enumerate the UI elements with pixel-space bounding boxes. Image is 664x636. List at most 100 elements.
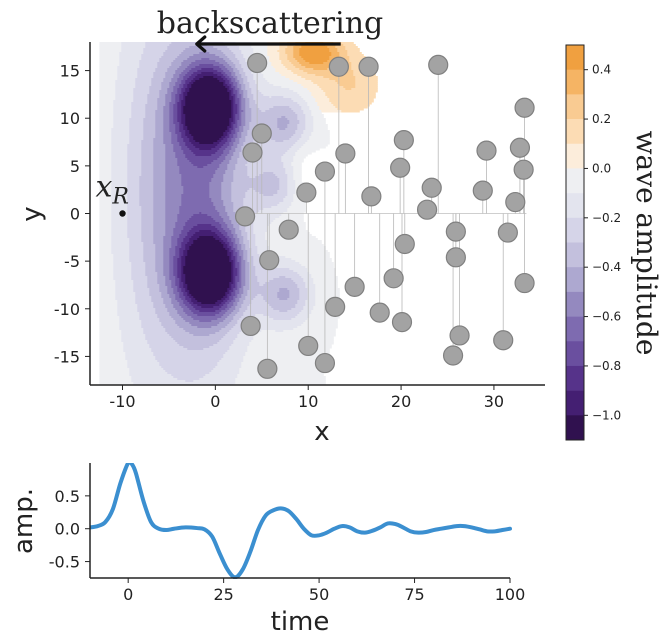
- heatmap-x-tick-label: 20: [391, 392, 411, 411]
- colorbar-tick-label: 0.2: [592, 112, 611, 126]
- scatterer-marker: [278, 219, 299, 240]
- receiver-marker: [119, 210, 126, 217]
- timeseries-x-tick-label: 25: [213, 585, 233, 604]
- scatterer-marker: [298, 335, 319, 357]
- scatterer-marker: [247, 52, 268, 74]
- timeseries-axes: 0 25 50 75 100 0.5 0.0 -0.5: [49, 463, 525, 604]
- scatterer-marker: [328, 56, 349, 77]
- heatmap-y-tick-label: 10: [60, 109, 80, 128]
- scatterer-markers: [234, 52, 535, 379]
- scatterer-marker: [505, 191, 526, 213]
- scatterer-marker: [314, 352, 336, 374]
- colorbar-band: [566, 193, 584, 219]
- colorbar-band: [566, 267, 584, 293]
- heatmap-axes: -10 0 10 20 30 -15 -10 -5 0 5 10 15: [54, 42, 545, 411]
- scatterer-marker: [393, 130, 414, 151]
- timeseries-y-axis-label: amp.: [9, 488, 39, 554]
- scatterer-marker: [428, 54, 449, 75]
- colorbar-band: [566, 390, 584, 416]
- scatterer-marker: [390, 157, 411, 178]
- annotation-text: backscattering: [157, 6, 383, 41]
- colorbar-label: wave amplitude: [630, 131, 663, 356]
- scatterer-marker: [251, 123, 272, 144]
- scatterer-marker: [472, 180, 493, 201]
- colorbar-band: [566, 69, 584, 95]
- scatterer-marker: [259, 250, 280, 271]
- scatterer-marker: [449, 325, 470, 346]
- timeseries-y-tick-label: 0.0: [55, 520, 80, 539]
- scatterer-marker: [391, 312, 413, 333]
- receiver: xR: [96, 170, 130, 217]
- scatterer-marker: [335, 143, 356, 164]
- heatmap-x-tick-label: 10: [298, 392, 318, 411]
- colorbar-tick-label: −0.2: [592, 211, 621, 225]
- heatmap-x-tick-label: -10: [109, 392, 135, 411]
- timeseries-x-axis-label: time: [271, 607, 330, 636]
- colorbar-band: [566, 242, 584, 268]
- scatterer-marker: [344, 276, 365, 297]
- heatmap-y-tick-label: -10: [54, 300, 80, 319]
- scatterer-marker: [358, 56, 379, 77]
- colorbar-frame: [565, 44, 585, 441]
- receiver-label-sub: R: [111, 185, 129, 210]
- heatmap-panel: xR backscattering -10 0 10 20 30-15-10-50510…: [17, 6, 545, 447]
- scatterer-marker: [442, 345, 464, 366]
- colorbar-band: [566, 143, 584, 169]
- scatterer-marker: [325, 296, 346, 317]
- scatterer-marker: [242, 142, 263, 163]
- scatterer-marker: [383, 268, 404, 289]
- scatterer-marker: [476, 140, 497, 161]
- colorbar-bands: [566, 45, 584, 441]
- receiver-label: xR: [96, 170, 130, 210]
- scatterer-marker: [493, 330, 514, 351]
- colorbar-band: [566, 168, 584, 194]
- heatmap-y-tick-label: 5: [70, 157, 80, 176]
- annotation-arrowhead: [195, 35, 207, 53]
- colorbar-band: [566, 415, 584, 441]
- heatmap-x-tick-label: 30: [484, 392, 504, 411]
- colorbar-band: [566, 119, 584, 145]
- scatterer-marker: [234, 206, 256, 227]
- backscatter-annotation: backscattering: [157, 6, 383, 53]
- scatterer-marker: [361, 186, 382, 207]
- colorbar-tick-label: −0.4: [592, 260, 621, 274]
- heatmap-x-axis-label: x: [314, 417, 329, 447]
- colorbar-tick-label: −1.0: [592, 408, 621, 422]
- scatterer-marker: [514, 272, 535, 294]
- scatterer-marker: [416, 199, 438, 220]
- scatterer-marker: [314, 161, 336, 182]
- heatmap-y-tick-label: 15: [60, 62, 80, 81]
- heatmap-y-tick-label: -5: [64, 252, 80, 271]
- scatterer-marker: [394, 233, 415, 255]
- colorbar-tick-label: 0.0: [592, 161, 611, 175]
- timeseries-x-tick-label: 0: [123, 585, 133, 604]
- timeseries-y-tick-label: -0.5: [49, 553, 80, 572]
- scatterer-marker: [296, 182, 317, 203]
- amplitude-series-line: [90, 463, 512, 579]
- scatterer-marker: [509, 137, 531, 158]
- scatterer-marker: [369, 302, 390, 323]
- scatterer-marker: [445, 247, 466, 268]
- colorbar-band: [566, 45, 584, 70]
- timeseries-x-tick-label: 75: [404, 585, 424, 604]
- receiver-label-base: x: [96, 170, 113, 205]
- timeseries-y-tick-label: 0.5: [55, 487, 80, 506]
- colorbar: 0.4 0.2 0.0 −0.2 −0.4 −0.6 −0.8 −1.0 wave ampli…: [565, 44, 663, 441]
- colorbar-band: [566, 365, 584, 391]
- colorbar-ticks: 0.4 0.2 0.0 −0.2 −0.4 −0.6 −0.8 −1.0: [584, 63, 621, 422]
- heatmap-x-tick-label: 0: [210, 392, 220, 411]
- timeseries-panel: 0 25 50 75 100 0.5 0.0 -0.5 time amp.: [9, 463, 525, 636]
- colorbar-band: [566, 341, 584, 367]
- colorbar-band: [566, 94, 584, 120]
- colorbar-tick-label: −0.6: [592, 310, 621, 324]
- scatterer-marker: [240, 315, 261, 337]
- scatterer-marker: [514, 97, 535, 118]
- scatterer-marker: [445, 221, 466, 242]
- colorbar-tick-label: −0.8: [592, 359, 621, 373]
- timeseries-x-tick-label: 100: [495, 585, 526, 604]
- colorbar-band: [566, 316, 584, 342]
- colorbar-band: [566, 217, 584, 243]
- scatterer-marker: [513, 159, 534, 180]
- heatmap-y-tick-label: -15: [54, 347, 80, 366]
